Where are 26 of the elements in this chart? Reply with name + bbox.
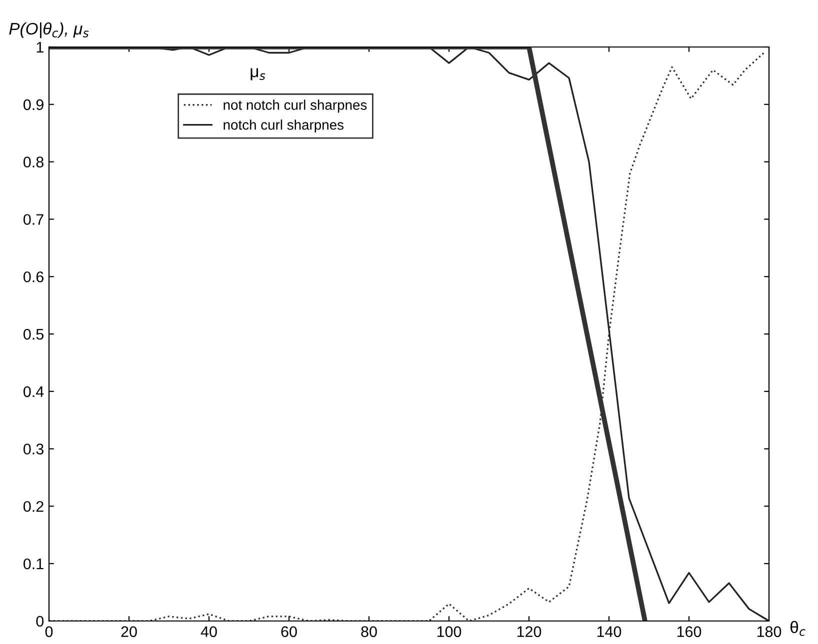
x-tick-label: 20	[121, 626, 137, 638]
x-tick-label: 80	[361, 626, 377, 638]
y-tick-label: 0.6	[24, 271, 44, 282]
y-tick-label: 0.8	[24, 156, 44, 168]
y-tick-label: 0.7	[24, 214, 44, 225]
y-tick-label: 0.3	[24, 444, 44, 454]
x-tick-label: 160	[677, 626, 702, 638]
y-tick-label: 0.5	[24, 328, 44, 340]
x-tick-label: 40	[200, 626, 217, 638]
legend-label: notch curl sharpnes	[224, 120, 344, 133]
y-tick-label: 0	[36, 616, 44, 627]
x-tick-label: 180	[757, 626, 782, 638]
legend-label: not notch curl sharpnes	[224, 100, 367, 113]
y-tick-label: 0.9	[24, 99, 44, 110]
y-tick-label: 0.2	[24, 501, 44, 512]
x-axis-title: θ$_{c}$	[790, 620, 806, 636]
annotation: μ$_{s}$	[250, 68, 266, 80]
x-tick-label: 100	[437, 626, 462, 638]
y-tick-label: 0.1	[24, 558, 44, 570]
x-tick-label: 140	[597, 626, 622, 638]
y-tick-label: 0.4	[24, 386, 44, 398]
x-tick-label: 120	[517, 626, 542, 638]
y-axis-title: P(O|θ$_{c}$), μ$_{s}$	[9, 22, 89, 38]
x-tick-label: 60	[281, 626, 297, 638]
y-tick-label: 1	[36, 42, 44, 53]
x-tick-label: 0	[45, 626, 53, 638]
